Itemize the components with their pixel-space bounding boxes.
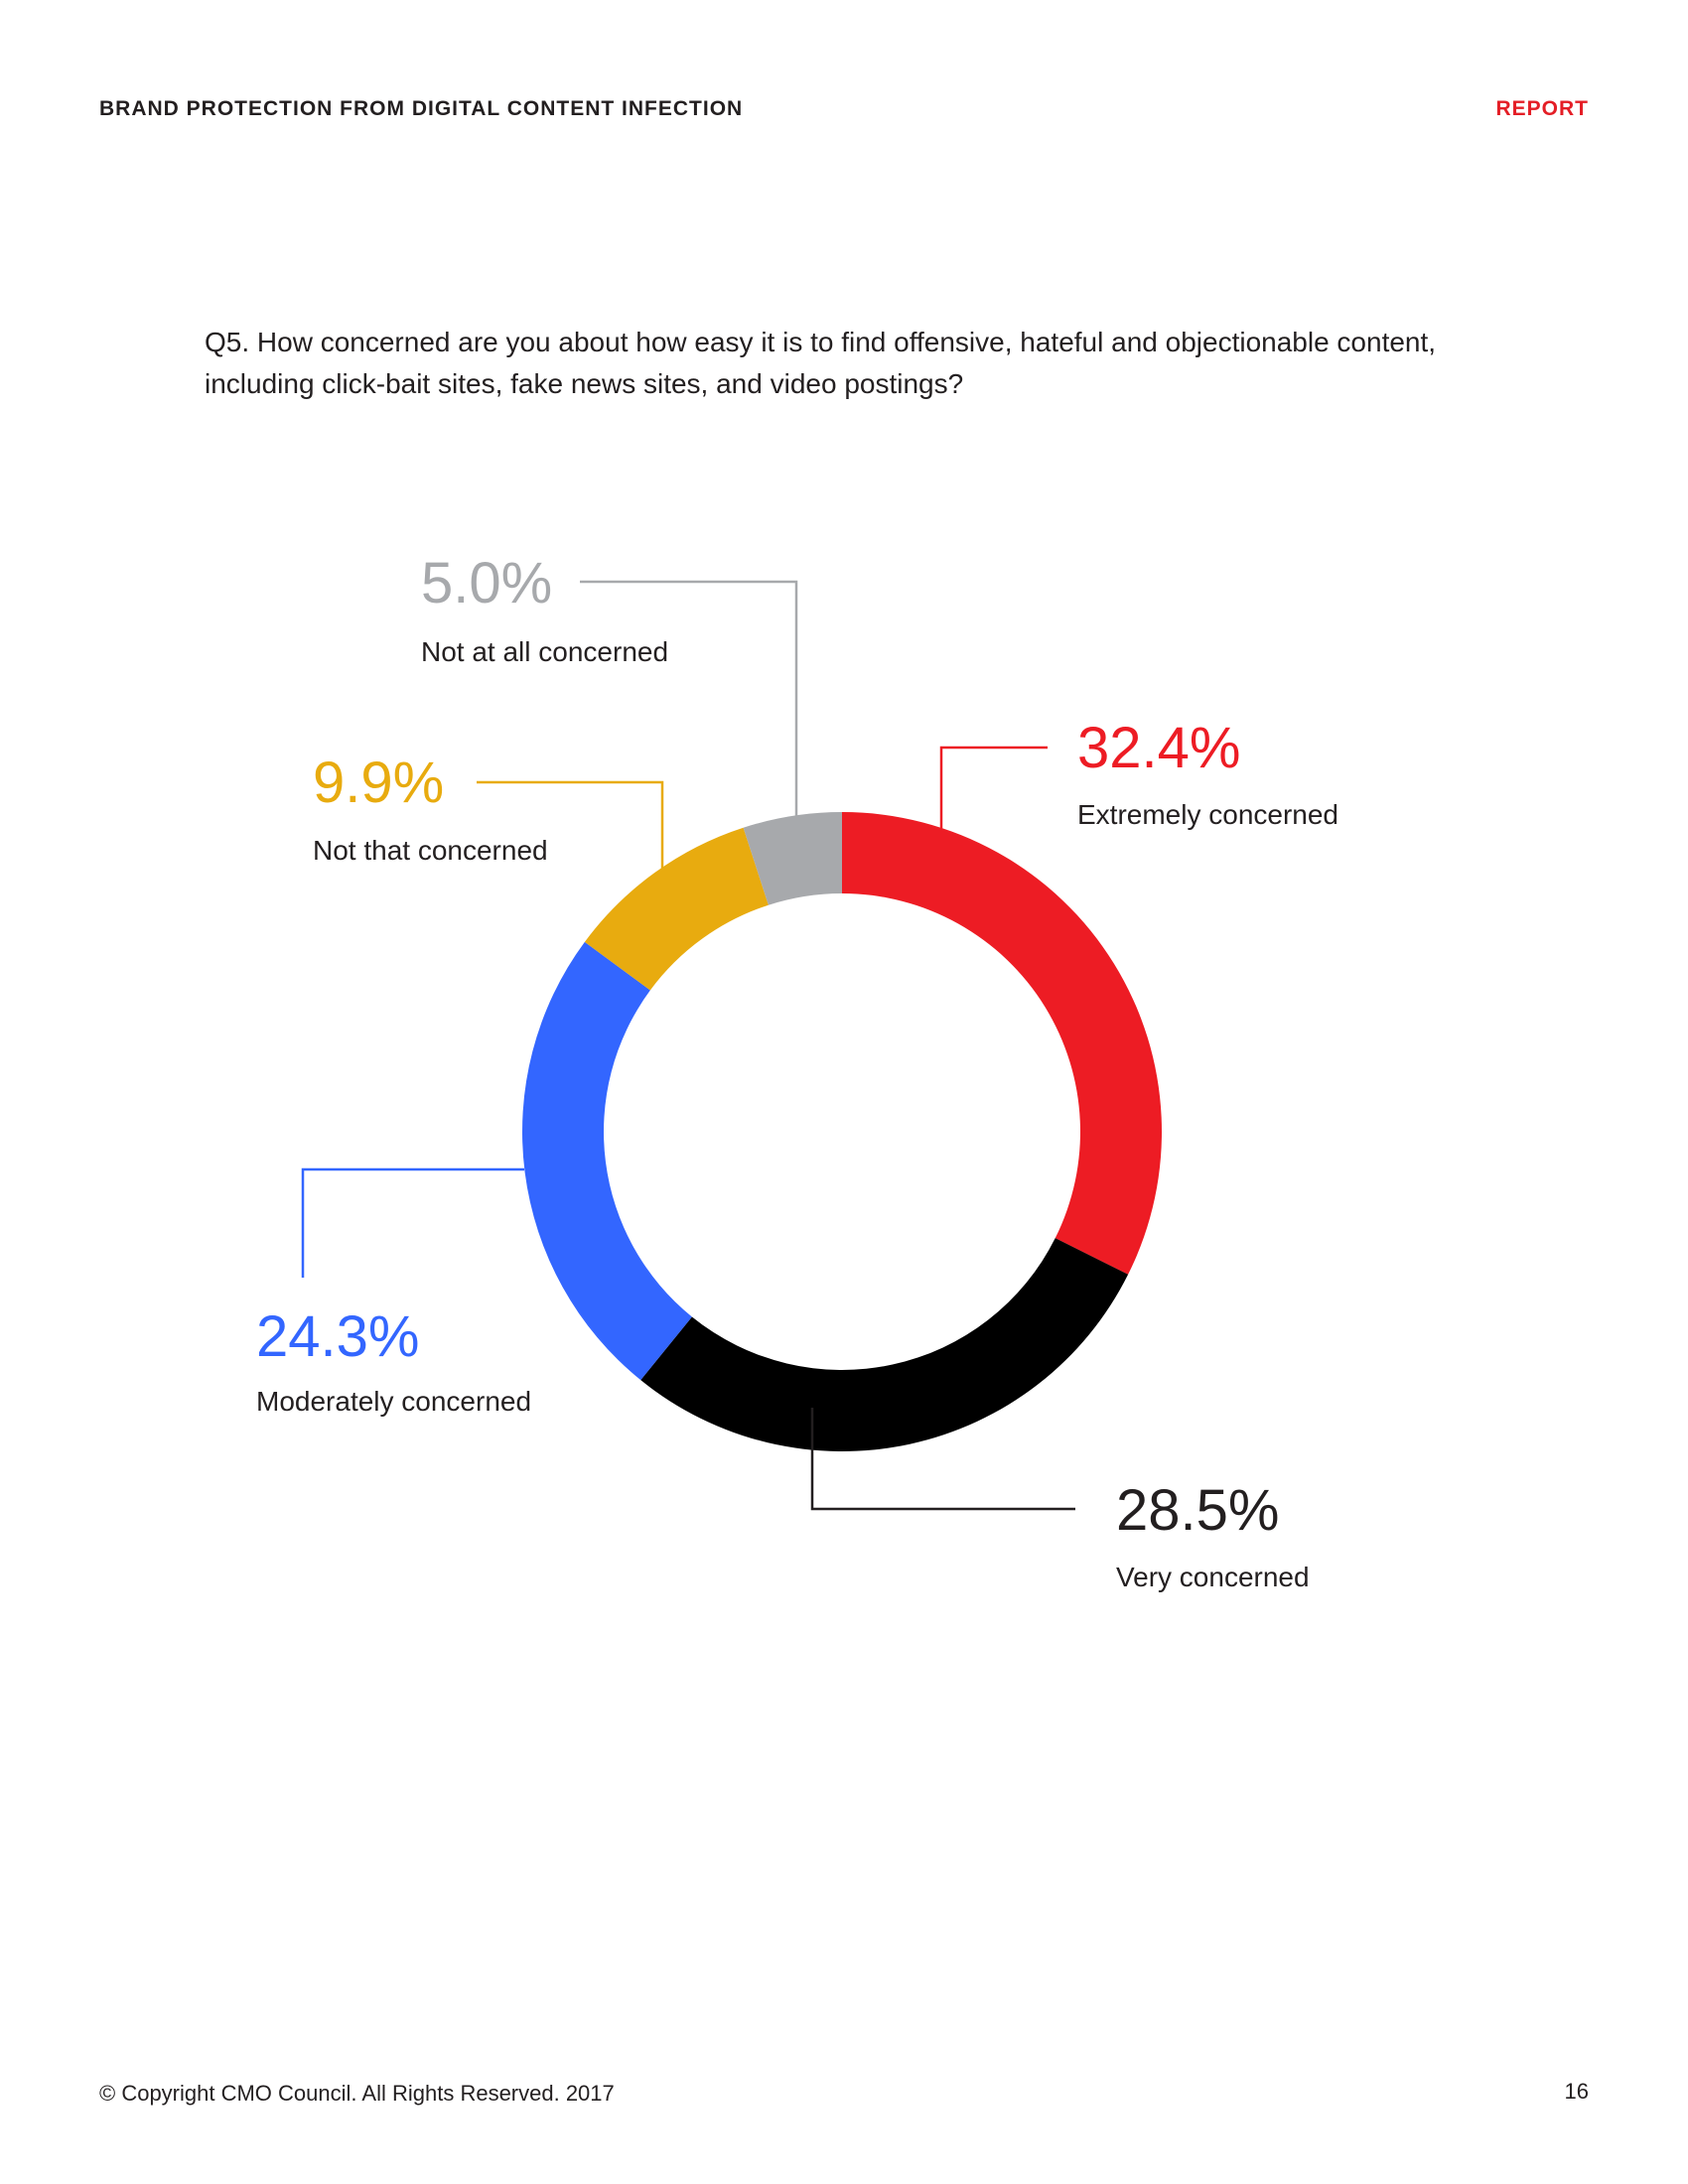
value-label-very-concerned: 28.5% bbox=[1116, 1478, 1279, 1543]
category-label-not-that-concerned: Not that concerned bbox=[313, 835, 548, 866]
copyright-notice: © Copyright CMO Council. All Rights Rese… bbox=[99, 2081, 615, 2106]
value-label-not-that-concerned: 9.9% bbox=[313, 751, 444, 815]
slice-moderately-concerned bbox=[522, 941, 692, 1381]
category-label-not-at-all-concerned: Not at all concerned bbox=[421, 636, 668, 667]
donut-slices bbox=[522, 812, 1162, 1452]
page-number: 16 bbox=[1564, 2079, 1589, 2104]
slice-not-that-concerned bbox=[584, 827, 769, 991]
leader-line-extremely-concerned bbox=[939, 746, 1048, 832]
leader-line-very-concerned bbox=[810, 1408, 1075, 1511]
value-label-extremely-concerned: 32.4% bbox=[1077, 716, 1240, 780]
slice-extremely-concerned bbox=[842, 812, 1162, 1275]
category-label-extremely-concerned: Extremely concerned bbox=[1077, 799, 1338, 830]
report-title: BRAND PROTECTION FROM DIGITAL CONTENT IN… bbox=[99, 97, 744, 120]
donut-callouts: 32.4% Extremely concerned 28.5% Very concer… bbox=[256, 551, 1338, 1592]
category-label-moderately-concerned: Moderately concerned bbox=[256, 1386, 531, 1417]
slice-very-concerned bbox=[640, 1238, 1129, 1452]
leader-line-not-at-all-concerned bbox=[580, 580, 798, 818]
category-label-very-concerned: Very concerned bbox=[1116, 1562, 1310, 1592]
survey-question: Q5. How concerned are you about how easy… bbox=[205, 327, 1437, 399]
section-label: REPORT bbox=[1495, 97, 1589, 120]
slice-not-at-all-concerned bbox=[743, 812, 842, 905]
value-label-not-at-all-concerned: 5.0% bbox=[421, 551, 552, 615]
leader-line-not-that-concerned bbox=[477, 780, 664, 870]
value-label-moderately-concerned: 24.3% bbox=[256, 1304, 419, 1369]
leader-line-moderately-concerned bbox=[301, 1167, 524, 1278]
